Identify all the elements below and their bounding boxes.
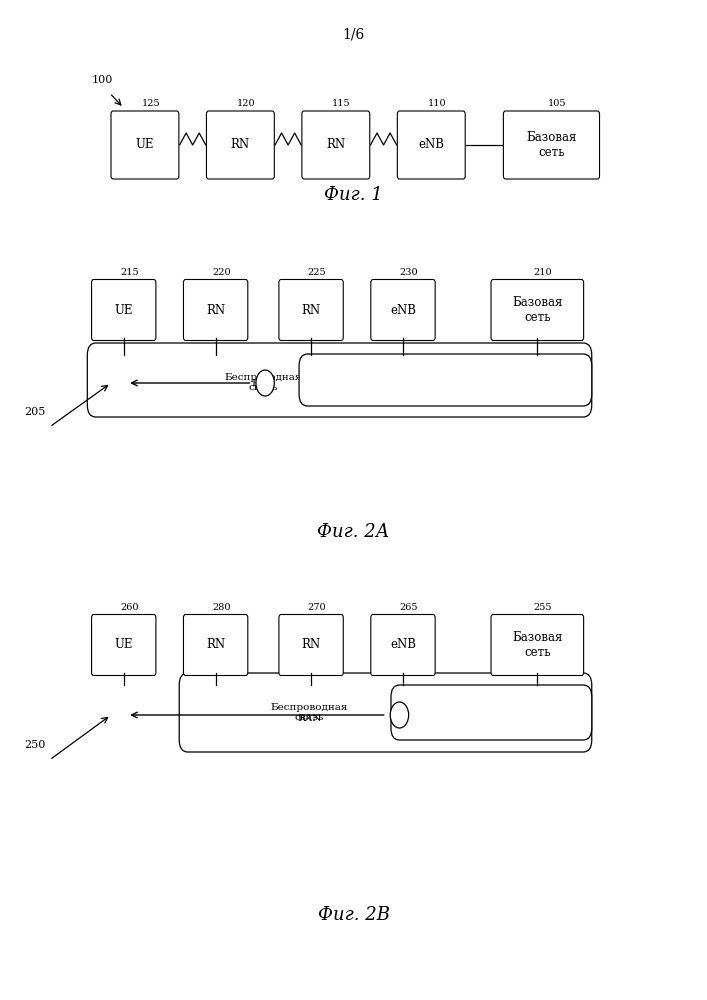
Text: 280: 280 <box>212 602 230 611</box>
FancyBboxPatch shape <box>91 614 156 676</box>
Text: 260: 260 <box>120 602 139 611</box>
Text: Фиг. 2B: Фиг. 2B <box>317 906 390 924</box>
FancyBboxPatch shape <box>491 280 584 340</box>
Text: 105: 105 <box>548 99 566 108</box>
Text: Туннель GTP: Туннель GTP <box>411 379 483 388</box>
Text: Беспроводная
связь: Беспроводная связь <box>271 703 348 722</box>
Text: UE: UE <box>115 304 133 316</box>
FancyBboxPatch shape <box>206 111 274 179</box>
FancyBboxPatch shape <box>184 614 248 676</box>
Text: Фиг. 2А: Фиг. 2А <box>317 523 390 541</box>
FancyBboxPatch shape <box>391 685 592 740</box>
FancyBboxPatch shape <box>184 280 248 340</box>
Text: RN: RN <box>326 138 346 151</box>
Text: eNB: eNB <box>390 304 416 316</box>
Text: 270: 270 <box>308 602 326 611</box>
Text: RN: RN <box>230 138 250 151</box>
Text: 215: 215 <box>120 268 139 277</box>
Text: 205: 205 <box>25 407 46 417</box>
Text: 250: 250 <box>25 740 46 750</box>
Text: RAN: RAN <box>297 714 322 723</box>
Text: 210: 210 <box>534 268 552 277</box>
Circle shape <box>256 370 274 396</box>
FancyBboxPatch shape <box>299 354 592 406</box>
FancyBboxPatch shape <box>370 280 435 340</box>
Text: UE: UE <box>115 639 133 652</box>
Text: 125: 125 <box>141 99 160 108</box>
Text: RAN: RAN <box>251 379 276 388</box>
FancyBboxPatch shape <box>111 111 179 179</box>
FancyBboxPatch shape <box>491 614 584 676</box>
FancyBboxPatch shape <box>91 280 156 340</box>
Text: eNB: eNB <box>419 138 444 151</box>
FancyBboxPatch shape <box>397 111 465 179</box>
Text: 1/6: 1/6 <box>342 27 365 41</box>
Text: Фиг. 1: Фиг. 1 <box>324 186 383 204</box>
Text: RN: RN <box>206 304 226 316</box>
Circle shape <box>390 702 409 728</box>
FancyBboxPatch shape <box>88 343 592 417</box>
Text: Базовая
сеть: Базовая сеть <box>512 631 563 659</box>
FancyBboxPatch shape <box>279 614 344 676</box>
Text: RN: RN <box>301 304 321 316</box>
Text: RN: RN <box>206 639 226 652</box>
Text: eNB: eNB <box>390 639 416 652</box>
FancyBboxPatch shape <box>279 280 344 340</box>
FancyBboxPatch shape <box>180 673 592 752</box>
FancyBboxPatch shape <box>370 614 435 676</box>
FancyBboxPatch shape <box>302 111 370 179</box>
Text: RN: RN <box>301 639 321 652</box>
Text: 115: 115 <box>332 99 351 108</box>
Text: 120: 120 <box>237 99 255 108</box>
Text: 255: 255 <box>534 602 552 611</box>
Text: 100: 100 <box>92 75 113 85</box>
Text: 230: 230 <box>399 268 418 277</box>
Text: 265: 265 <box>399 602 418 611</box>
Text: Туннель GTP: Туннель GTP <box>457 714 529 723</box>
Text: Беспроводная
связь: Беспроводная связь <box>225 373 302 392</box>
Text: 110: 110 <box>428 99 446 108</box>
Text: Базовая
сеть: Базовая сеть <box>526 131 577 159</box>
Text: Проводная связь: Проводная связь <box>447 373 539 382</box>
Text: 220: 220 <box>212 268 230 277</box>
FancyBboxPatch shape <box>503 111 600 179</box>
Text: UE: UE <box>136 138 154 151</box>
Text: Базовая
сеть: Базовая сеть <box>512 296 563 324</box>
Text: Проводная связь: Проводная связь <box>447 703 539 712</box>
Text: 225: 225 <box>308 268 326 277</box>
